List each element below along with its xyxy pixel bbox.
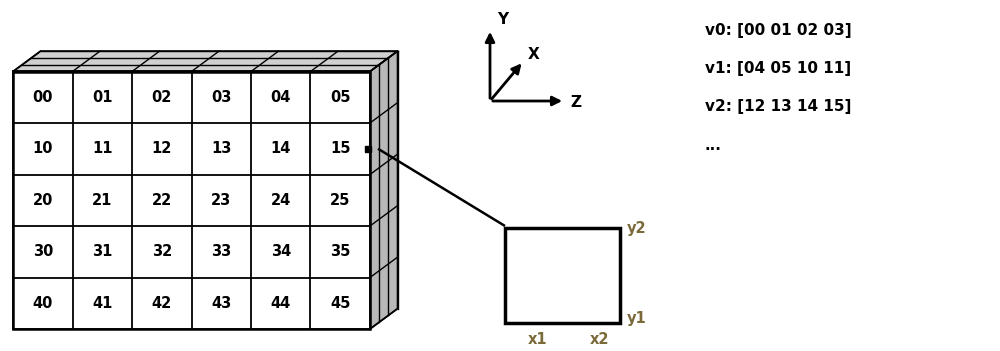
- Text: X: X: [527, 47, 539, 62]
- Bar: [13, 72, 370, 329]
- Text: v1: [04 05 10 11]: v1: [04 05 10 11]: [705, 61, 851, 77]
- Text: 22: 22: [152, 193, 172, 208]
- Text: ...: ...: [705, 138, 722, 152]
- Text: 23: 23: [211, 193, 231, 208]
- Polygon shape: [370, 51, 398, 329]
- Text: x2: x2: [590, 332, 609, 347]
- Text: 20: 20: [33, 193, 53, 208]
- Polygon shape: [13, 51, 398, 72]
- Text: 05: 05: [330, 90, 350, 105]
- Text: 01: 01: [92, 90, 112, 105]
- Text: Y: Y: [497, 12, 508, 27]
- Text: 02: 02: [152, 90, 172, 105]
- Text: 43: 43: [211, 296, 231, 311]
- Text: y2: y2: [627, 220, 647, 236]
- Text: v0: [00 01 02 03]: v0: [00 01 02 03]: [705, 24, 852, 39]
- Text: 24: 24: [271, 193, 291, 208]
- Text: 34: 34: [271, 244, 291, 259]
- Text: 13: 13: [211, 141, 231, 156]
- Text: 00: 00: [32, 90, 53, 105]
- Text: 32: 32: [152, 244, 172, 259]
- Text: 21: 21: [92, 193, 112, 208]
- Bar: [505, 228, 620, 323]
- Text: 25: 25: [330, 193, 350, 208]
- Text: 42: 42: [152, 296, 172, 311]
- Text: 10: 10: [32, 141, 53, 156]
- Text: y1: y1: [627, 311, 647, 326]
- Text: 14: 14: [271, 141, 291, 156]
- Text: v2: [12 13 14 15]: v2: [12 13 14 15]: [705, 99, 851, 114]
- Text: Z: Z: [570, 95, 581, 110]
- Text: 04: 04: [271, 90, 291, 105]
- Text: 15: 15: [330, 141, 350, 156]
- Text: x1: x1: [527, 332, 547, 347]
- Text: 03: 03: [211, 90, 231, 105]
- Text: 31: 31: [92, 244, 112, 259]
- Text: 44: 44: [271, 296, 291, 311]
- Text: 30: 30: [33, 244, 53, 259]
- Text: 41: 41: [92, 296, 112, 311]
- Text: 45: 45: [330, 296, 350, 311]
- Text: 40: 40: [33, 296, 53, 311]
- Text: 11: 11: [92, 141, 112, 156]
- Text: 35: 35: [330, 244, 350, 259]
- Text: 33: 33: [211, 244, 231, 259]
- Text: 12: 12: [152, 141, 172, 156]
